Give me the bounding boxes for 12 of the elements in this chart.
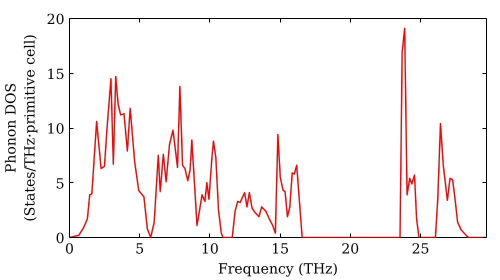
x-tick-label: 15 bbox=[271, 242, 290, 258]
y-tick-label: 10 bbox=[46, 122, 65, 138]
x-axis-title: Frequency (THz) bbox=[218, 262, 338, 278]
x-tick-label: 10 bbox=[200, 242, 219, 258]
y-tick-label: 0 bbox=[56, 231, 65, 247]
y-axis-title: Phonon DOS (States/THz·primitive cell) bbox=[3, 34, 39, 222]
y-tick-label: 20 bbox=[46, 12, 65, 28]
x-tick-label: 20 bbox=[341, 242, 360, 258]
y-tick-label: 15 bbox=[46, 66, 65, 83]
y-tick-label: 5 bbox=[56, 176, 65, 192]
x-tick-label: 5 bbox=[135, 242, 144, 258]
x-tick-label: 25 bbox=[412, 242, 430, 258]
